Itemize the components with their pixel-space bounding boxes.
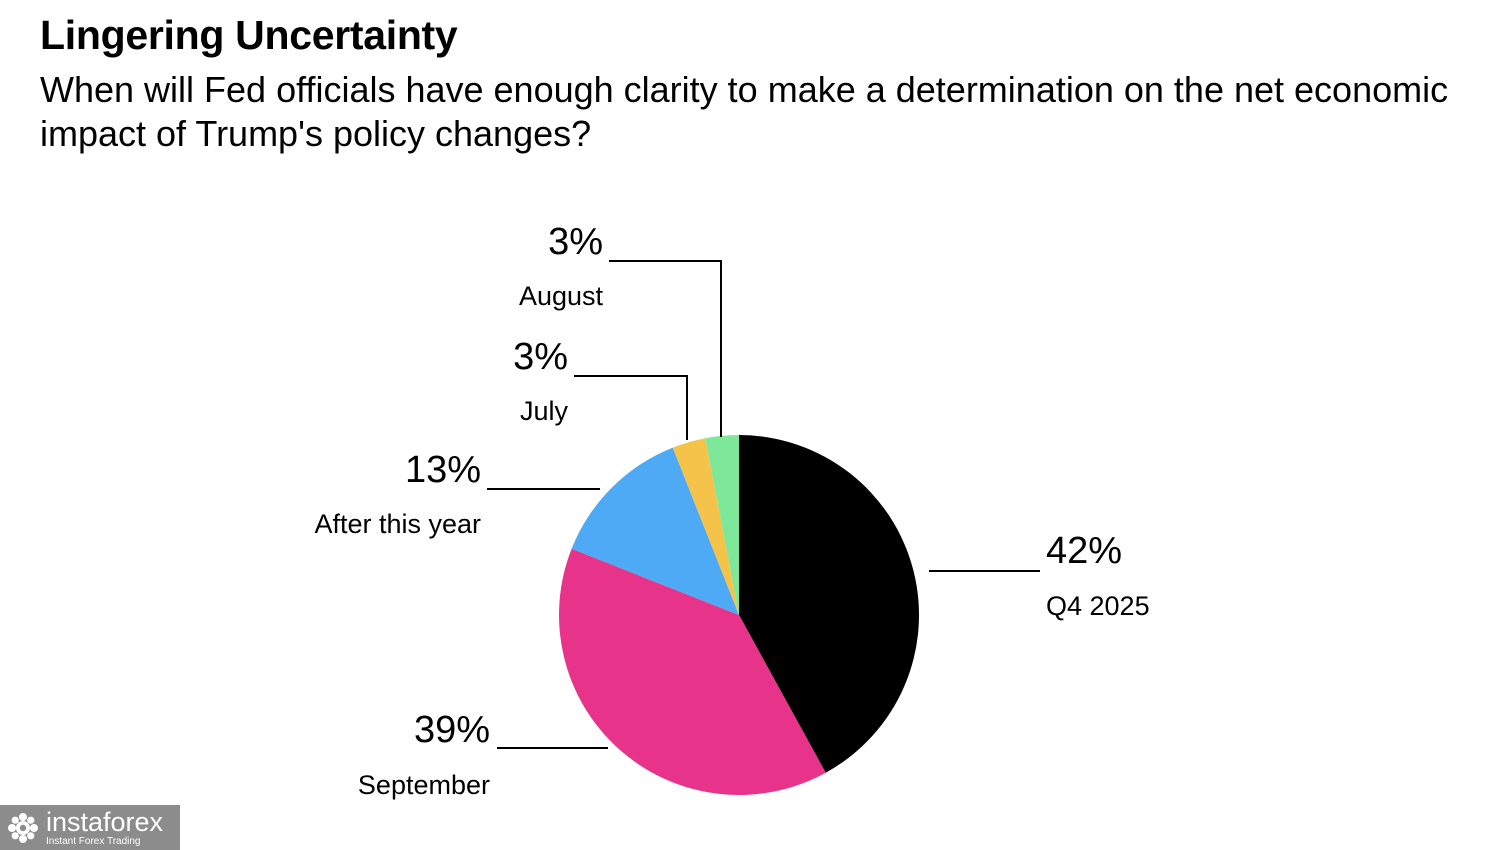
- category-label-august: August: [519, 281, 604, 311]
- pie-slice-q4-2025: [739, 435, 920, 773]
- leader-line-july: [574, 375, 688, 440]
- slice-labels: 42% Q4 2025 39% September 13% After this year…: [314, 221, 1149, 800]
- value-label-august: 3%: [548, 221, 603, 263]
- leader-lines: [487, 260, 1040, 749]
- category-label-q4-2025: Q4 2025: [1046, 591, 1150, 621]
- gear-flower-icon: [8, 812, 38, 843]
- watermark-brand: instaforex: [46, 806, 164, 837]
- pie-slice-after-this-year: [571, 447, 739, 615]
- category-label-after-this-year: After this year: [314, 509, 481, 539]
- watermark-tagline: Instant Forex Trading: [46, 835, 141, 847]
- pie-slice-august: [705, 435, 739, 615]
- value-label-september: 39%: [414, 709, 490, 751]
- category-label-september: September: [358, 770, 490, 800]
- pie-slices: [559, 435, 920, 795]
- pie-slice-september: [559, 548, 826, 795]
- pie-slice-july: [672, 438, 739, 615]
- leader-line-august: [609, 260, 722, 437]
- value-label-after-this-year: 13%: [405, 449, 481, 491]
- watermark-logo: instaforex Instant Forex Trading: [0, 805, 180, 850]
- category-label-july: July: [520, 396, 569, 426]
- chart-subtitle: When will Fed officials have enough clar…: [40, 69, 1449, 154]
- chart-title: Lingering Uncertainty: [40, 12, 458, 58]
- value-label-july: 3%: [513, 336, 568, 378]
- value-label-q4-2025: 42%: [1046, 530, 1122, 572]
